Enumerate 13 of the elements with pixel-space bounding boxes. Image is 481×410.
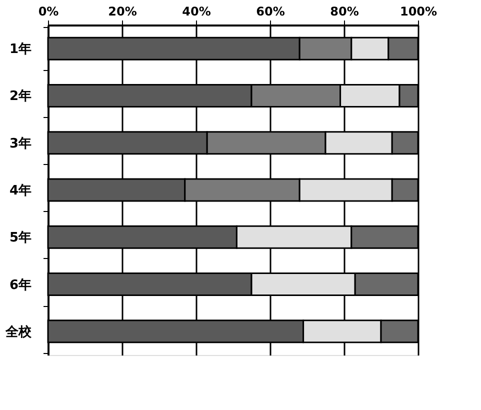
y-tick-label: 5年 [9,230,32,246]
x-tick-label: 20% [108,4,137,18]
x-tick-label: 80% [330,4,359,18]
y-tick-label: 4年 [9,184,32,198]
y-tick-label: 3年 [9,136,32,152]
y-tick-label: 6年 [9,278,32,293]
y-tick-label: 全校 [4,324,32,340]
y-tick-label: 1年 [9,42,32,58]
y-tick-label: 2年 [9,89,32,104]
x-tick-label: 40% [182,4,211,18]
x-tick-label: 60% [256,4,285,18]
x-tick-label: 100% [400,4,438,18]
x-tick-label: 0% [38,4,59,18]
